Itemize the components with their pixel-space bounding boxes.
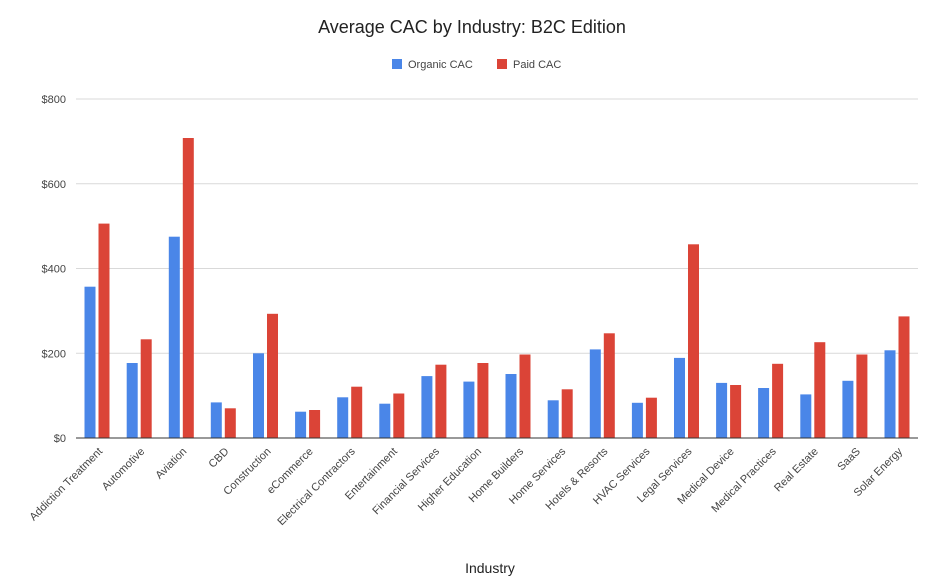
legend-label-organic: Organic CAC: [408, 59, 473, 71]
bar-organic-1: [126, 363, 138, 438]
bar-paid-0: [98, 223, 110, 438]
bar-organic-8: [421, 376, 433, 438]
bar-paid-10: [519, 354, 531, 438]
chart-title: Average CAC by Industry: B2C Edition: [318, 17, 626, 37]
bar-organic-14: [674, 357, 685, 438]
bar-organic-6: [337, 397, 349, 438]
bar-organic-11: [547, 400, 559, 438]
bar-organic-19: [884, 350, 896, 438]
bar-paid-17: [814, 342, 826, 438]
x-tick-label: Aviation: [153, 446, 189, 482]
bar-paid-2: [182, 138, 194, 438]
legend-swatch-organic: [392, 59, 402, 69]
bar-paid-18: [856, 354, 868, 438]
y-axis-ticks: $0 $200 $400 $600 $800: [42, 94, 66, 445]
y-tick-label: $200: [42, 348, 66, 360]
x-tick-label: SaaS: [835, 446, 863, 474]
x-tick-label: Electrical Contractors: [275, 445, 358, 528]
bar-paid-12: [603, 333, 615, 438]
bar-paid-8: [435, 364, 447, 438]
bar-organic-16: [758, 388, 770, 438]
bar-organic-12: [589, 349, 601, 438]
legend: Organic CAC Paid CAC: [392, 59, 561, 71]
x-axis-label: Industry: [465, 560, 515, 576]
bar-paid-4: [267, 313, 278, 438]
bar-organic-7: [379, 403, 391, 438]
bar-paid-16: [772, 363, 784, 438]
bar-organic-15: [716, 382, 728, 438]
x-tick-label: Automotive: [100, 446, 147, 493]
bar-paid-9: [477, 363, 489, 438]
bar-paid-15: [730, 385, 742, 438]
bar-organic-9: [463, 381, 475, 438]
x-tick-label: CBD: [207, 446, 232, 471]
y-tick-label: $0: [54, 433, 66, 445]
gridlines: [76, 98, 918, 354]
bar-organic-5: [295, 411, 307, 438]
y-tick-label: $600: [42, 179, 66, 191]
bar-paid-7: [393, 393, 405, 438]
bar-paid-5: [309, 410, 321, 438]
x-tick-label: Addiction Treatment: [28, 446, 106, 524]
y-tick-label: $800: [42, 94, 66, 106]
bars: [84, 138, 910, 439]
bar-paid-3: [224, 408, 236, 438]
x-tick-label: Real Estate: [772, 446, 821, 495]
bar-organic-18: [842, 380, 854, 438]
y-tick-label: $400: [42, 264, 66, 276]
bar-organic-10: [505, 374, 517, 438]
legend-label-paid: Paid CAC: [513, 59, 561, 71]
bar-organic-13: [631, 402, 643, 438]
bar-organic-3: [210, 402, 222, 438]
bar-organic-17: [800, 394, 812, 438]
bar-organic-0: [84, 286, 96, 438]
bar-organic-2: [168, 236, 180, 438]
bar-paid-19: [898, 316, 910, 438]
bar-paid-11: [561, 389, 573, 438]
bar-paid-1: [140, 339, 152, 438]
bar-paid-14: [688, 244, 699, 438]
bar-paid-6: [351, 386, 363, 438]
legend-swatch-paid: [497, 59, 507, 69]
bar-paid-13: [645, 397, 657, 438]
bar-organic-4: [253, 353, 264, 439]
